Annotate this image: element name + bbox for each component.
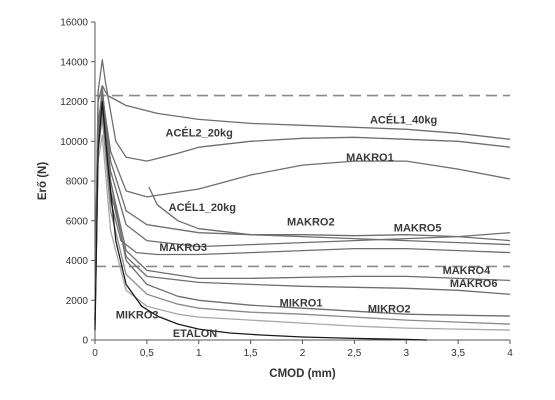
- x-tick-label: 0: [92, 348, 98, 359]
- series-line-mikro1: [94, 86, 511, 321]
- x-axis-ticks: 0 0,5 1 1,5 2 2,5 3 3,5 4: [92, 340, 513, 359]
- series-label: ACÉL2_20kg: [166, 126, 233, 139]
- series-label: MAKRO4: [443, 265, 492, 277]
- x-tick-label: 4: [507, 348, 513, 359]
- series-label: ETALON: [173, 328, 217, 340]
- y-axis-label: Erő (N): [37, 162, 49, 201]
- series-line-acél1_20kg: [148, 186, 511, 246]
- series-line-etalon: [94, 100, 428, 341]
- series-label: MAKRO1: [346, 152, 394, 164]
- series-label: ACÉL1_20kg: [169, 201, 236, 214]
- x-tick-label: 0,5: [140, 348, 154, 359]
- y-tick-label: 12000: [60, 97, 88, 108]
- y-tick-label: 8000: [66, 177, 89, 188]
- y-tick-label: 16000: [60, 18, 88, 29]
- series-line-mikro2: [94, 116, 511, 325]
- series-label: MIKRO2: [368, 304, 411, 316]
- series-label: MIKRO1: [280, 297, 323, 309]
- series-labels: ACÉL1_40kg ACÉL2_20kg MAKRO1 ACÉL1_20kg MAKR…: [116, 113, 498, 340]
- series-line-makro4: [94, 96, 511, 321]
- y-tick-label: 14000: [60, 57, 88, 68]
- x-tick-label: 3,5: [451, 348, 465, 359]
- series-label: ACÉL1_40kg: [370, 113, 437, 126]
- x-tick-label: 2: [300, 348, 306, 359]
- series-line-acél1_40kg: [94, 84, 511, 291]
- y-tick-label: 4000: [66, 256, 89, 267]
- x-tick-label: 1: [196, 348, 202, 359]
- y-axis-ticks: 0 2000 4000 6000 8000 10000 12000 14000 16000: [60, 18, 95, 347]
- y-tick-label: 2000: [66, 296, 89, 307]
- series-label: MAKRO3: [159, 242, 207, 254]
- y-tick-label: 6000: [66, 216, 89, 227]
- y-tick-label: 10000: [60, 137, 88, 148]
- reference-lines: [95, 94, 510, 268]
- x-tick-label: 2,5: [347, 348, 361, 359]
- series-label: MIKRO3: [116, 310, 159, 322]
- x-tick-label: 3: [403, 348, 409, 359]
- y-tick-label: 0: [82, 336, 88, 347]
- plot-area: [94, 22, 510, 341]
- series-label: MAKRO5: [394, 222, 442, 234]
- series-line-makro5: [94, 104, 511, 317]
- x-tick-label: 1,5: [244, 348, 258, 359]
- series-label: MAKRO6: [450, 278, 498, 290]
- series-line-acél2_20kg: [94, 59, 511, 301]
- series-line-mikro3: [94, 134, 511, 331]
- series-lines: [94, 59, 511, 341]
- series-label: MAKRO2: [287, 217, 335, 229]
- x-axis-label: CMOD (mm): [269, 368, 336, 380]
